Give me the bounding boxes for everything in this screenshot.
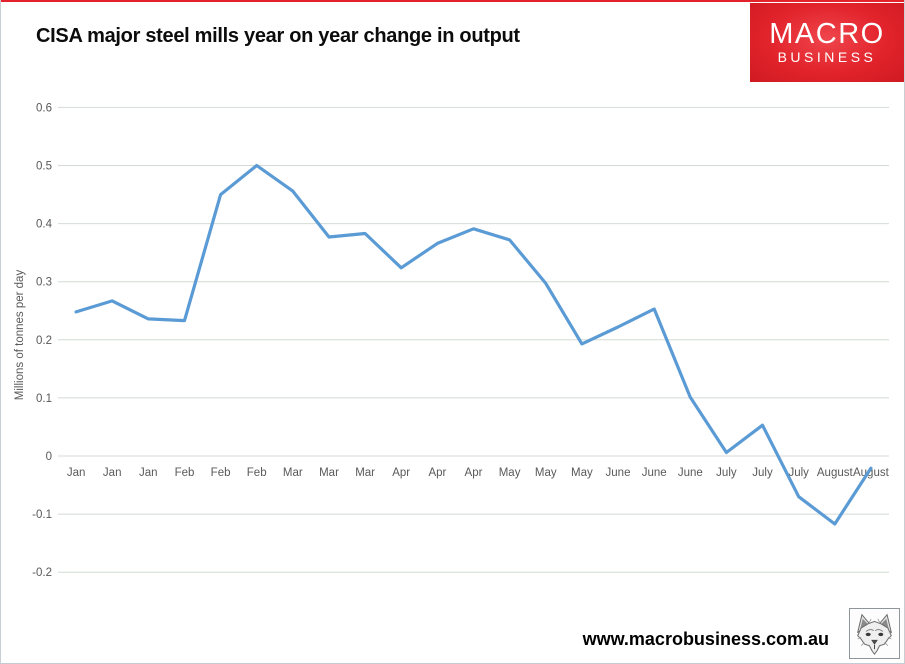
x-axis-tick-label: July xyxy=(752,467,773,479)
x-axis-tick-label: Apr xyxy=(465,467,483,479)
x-axis-tick-label: Feb xyxy=(175,467,195,479)
y-axis-tick-label: 0.2 xyxy=(36,335,52,347)
x-axis-tick-label: Apr xyxy=(392,467,410,479)
x-axis-tick-label: Feb xyxy=(247,467,267,479)
wolf-head-icon xyxy=(856,613,893,655)
x-axis-tick-label: Apr xyxy=(428,467,446,479)
x-axis-tick-label: Feb xyxy=(211,467,231,479)
chart-title: CISA major steel mills year on year chan… xyxy=(36,25,520,47)
x-axis-tick-label: July xyxy=(788,467,809,479)
x-axis-tick-label: June xyxy=(642,467,667,479)
x-axis-tick-label: July xyxy=(716,467,737,479)
y-axis-tick-label: 0.6 xyxy=(36,102,52,114)
x-axis-tick-label: May xyxy=(535,467,557,479)
y-axis-tick-label: -0.1 xyxy=(32,509,52,521)
x-axis-tick-label: Jan xyxy=(139,467,158,479)
y-axis-tick-label: 0.5 xyxy=(36,161,52,173)
x-axis-tick-label: August xyxy=(853,467,890,479)
x-axis-tick-label: June xyxy=(678,467,703,479)
x-axis-tick-label: Mar xyxy=(355,467,375,479)
top-accent-line xyxy=(1,0,904,2)
y-axis-tick-label: 0.3 xyxy=(36,277,52,289)
logo-text-business: BUSINESS xyxy=(777,49,877,65)
data-series-line xyxy=(74,163,873,526)
y-axis-tick-label: 0 xyxy=(46,451,52,463)
x-axis-tick-label: May xyxy=(571,467,593,479)
footer-url-text: www.macrobusiness.com.au xyxy=(582,629,829,649)
y-axis-tick-label: -0.2 xyxy=(32,567,52,579)
x-axis-tick-label: Mar xyxy=(283,467,303,479)
y-axis-tick-label: 0.1 xyxy=(36,393,52,405)
wolf-logo xyxy=(849,608,900,659)
x-axis-tick-label: June xyxy=(606,467,631,479)
x-axis-tick-label: Jan xyxy=(67,467,86,479)
y-axis-title: Millions of tonnes per day xyxy=(14,269,26,401)
x-axis-tick-label: May xyxy=(499,467,521,479)
macrobusiness-logo: MACRO BUSINESS xyxy=(750,3,904,82)
y-axis-tick-label: 0.4 xyxy=(36,219,53,231)
x-axis-tick-label: August xyxy=(817,467,854,479)
x-axis-tick-label: Mar xyxy=(319,467,339,479)
line-chart-plot: 0.6 0.5 0.4 0.3 0.2 0.1 0 -0.1 -0.2 Jan Jan Jan Feb F… xyxy=(32,102,890,579)
x-axis-tick-label: Jan xyxy=(103,467,122,479)
logo-text-macro: MACRO xyxy=(769,18,885,50)
